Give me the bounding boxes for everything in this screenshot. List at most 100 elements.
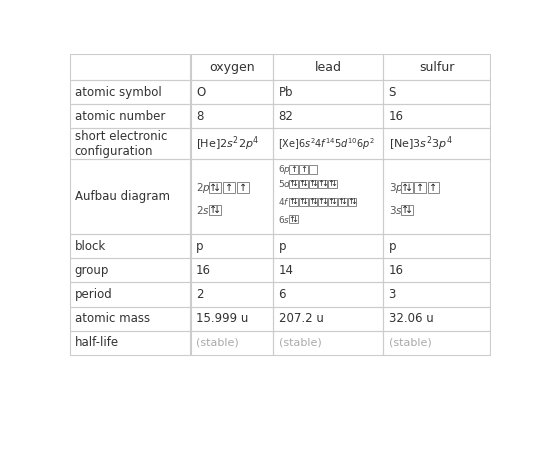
Bar bbox=[191, 128, 272, 159]
Bar bbox=[274, 128, 383, 159]
Text: atomic mass: atomic mass bbox=[75, 312, 150, 325]
Text: 15.999 u: 15.999 u bbox=[196, 312, 248, 325]
Bar bbox=[383, 234, 490, 258]
Bar bbox=[338, 197, 347, 206]
Bar bbox=[70, 80, 190, 104]
Text: ↓: ↓ bbox=[405, 183, 413, 192]
Bar bbox=[289, 197, 298, 206]
Text: Aufbau diagram: Aufbau diagram bbox=[75, 190, 170, 203]
Text: half-life: half-life bbox=[75, 336, 118, 349]
Text: [Xe]6$s^2$4$f^{14}$5$d^{10}$6$p^2$: [Xe]6$s^2$4$f^{14}$5$d^{10}$6$p^2$ bbox=[278, 136, 375, 152]
Text: [Ne]3$s^2$3$p^4$: [Ne]3$s^2$3$p^4$ bbox=[389, 134, 452, 153]
Text: ↑: ↑ bbox=[288, 179, 295, 188]
Text: ↓: ↓ bbox=[321, 197, 328, 207]
Bar bbox=[70, 234, 190, 258]
Text: ↑: ↑ bbox=[298, 197, 305, 207]
Bar bbox=[70, 128, 190, 159]
Text: ↓: ↓ bbox=[331, 197, 337, 207]
Text: 16: 16 bbox=[196, 264, 211, 277]
Text: ↑: ↑ bbox=[300, 165, 307, 174]
Bar bbox=[318, 197, 327, 206]
Bar bbox=[191, 159, 272, 234]
Bar bbox=[289, 165, 298, 174]
Text: period: period bbox=[75, 288, 112, 301]
Text: $6p$: $6p$ bbox=[278, 163, 290, 176]
Text: $5d$: $5d$ bbox=[278, 178, 291, 189]
Text: $6s$: $6s$ bbox=[278, 214, 290, 225]
Bar bbox=[191, 80, 272, 104]
Bar bbox=[383, 258, 490, 282]
Bar bbox=[274, 282, 383, 306]
Bar bbox=[70, 104, 190, 128]
Bar bbox=[209, 183, 222, 193]
Text: ↑: ↑ bbox=[209, 183, 217, 192]
Text: ↓: ↓ bbox=[301, 197, 308, 207]
Bar bbox=[274, 159, 383, 234]
Text: 16: 16 bbox=[389, 264, 403, 277]
Text: (stable): (stable) bbox=[196, 338, 239, 348]
Text: $2s$: $2s$ bbox=[196, 204, 210, 216]
Text: ↓: ↓ bbox=[213, 205, 222, 215]
Text: ↓: ↓ bbox=[292, 197, 299, 207]
Bar bbox=[383, 282, 490, 306]
Text: ↓: ↓ bbox=[321, 179, 328, 188]
Bar bbox=[308, 165, 317, 174]
Bar bbox=[70, 331, 190, 355]
Bar bbox=[383, 159, 490, 234]
Text: ↓: ↓ bbox=[331, 179, 337, 188]
Text: p: p bbox=[389, 240, 396, 253]
Text: ↓: ↓ bbox=[213, 183, 222, 192]
Text: ↑: ↑ bbox=[288, 197, 295, 207]
Bar bbox=[70, 54, 190, 80]
Bar bbox=[274, 306, 383, 331]
Bar bbox=[299, 180, 308, 188]
Bar bbox=[328, 197, 337, 206]
Text: p: p bbox=[278, 240, 286, 253]
Text: ↓: ↓ bbox=[405, 205, 413, 215]
Text: ↑: ↑ bbox=[318, 197, 325, 207]
Bar bbox=[191, 234, 272, 258]
Text: ↑: ↑ bbox=[416, 183, 424, 192]
Text: short electronic
configuration: short electronic configuration bbox=[75, 130, 167, 158]
Text: ↑: ↑ bbox=[337, 197, 344, 207]
Bar bbox=[70, 282, 190, 306]
Text: ↓: ↓ bbox=[311, 197, 318, 207]
Bar bbox=[274, 54, 383, 80]
Text: ↑: ↑ bbox=[209, 205, 217, 215]
Text: 3: 3 bbox=[389, 288, 396, 301]
Text: ↓: ↓ bbox=[311, 179, 318, 188]
Bar bbox=[236, 183, 250, 193]
Text: ↑: ↑ bbox=[308, 197, 315, 207]
Text: 14: 14 bbox=[278, 264, 294, 277]
Text: ↑: ↑ bbox=[308, 179, 315, 188]
Bar bbox=[289, 215, 298, 223]
Text: ↓: ↓ bbox=[292, 215, 299, 224]
Text: (stable): (stable) bbox=[278, 338, 321, 348]
Bar bbox=[383, 331, 490, 355]
Text: p: p bbox=[196, 240, 204, 253]
Text: ↑: ↑ bbox=[288, 215, 295, 224]
Bar bbox=[70, 306, 190, 331]
Bar bbox=[318, 180, 327, 188]
Bar bbox=[299, 197, 308, 206]
Text: atomic symbol: atomic symbol bbox=[75, 85, 162, 99]
Text: ↓: ↓ bbox=[301, 179, 308, 188]
Bar bbox=[308, 197, 317, 206]
Text: 2: 2 bbox=[196, 288, 204, 301]
Text: ↑: ↑ bbox=[401, 183, 409, 192]
Text: ↓: ↓ bbox=[350, 197, 357, 207]
Bar bbox=[223, 183, 235, 193]
Text: oxygen: oxygen bbox=[209, 61, 254, 74]
Bar bbox=[401, 205, 413, 215]
Bar bbox=[274, 331, 383, 355]
Text: ↑: ↑ bbox=[328, 179, 334, 188]
Text: group: group bbox=[75, 264, 109, 277]
Bar bbox=[274, 234, 383, 258]
Bar bbox=[274, 80, 383, 104]
Text: ↑: ↑ bbox=[239, 183, 247, 192]
Text: 207.2 u: 207.2 u bbox=[278, 312, 323, 325]
Text: atomic number: atomic number bbox=[75, 110, 165, 123]
Bar bbox=[383, 54, 490, 80]
Text: Pb: Pb bbox=[278, 85, 293, 99]
Bar bbox=[274, 258, 383, 282]
